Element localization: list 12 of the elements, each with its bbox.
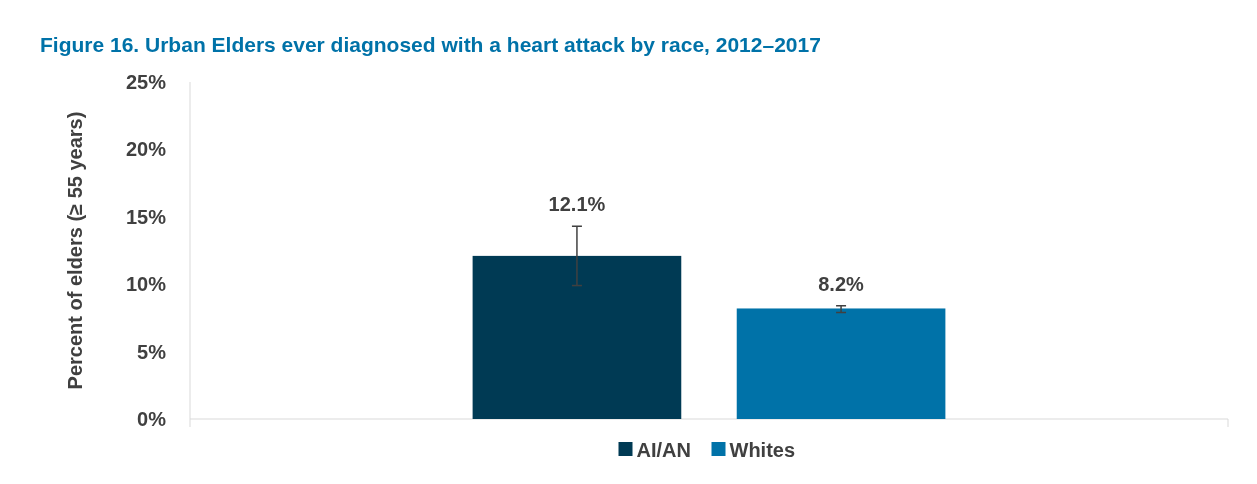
y-tick-label: 5% [137,340,167,363]
chart-title: Figure 16. Urban Elders ever diagnosed with a heart attack by race, 2012–2017 [40,33,821,56]
y-tick-label: 0% [137,408,167,430]
y-tick-label: 25% [125,71,167,93]
y-tick-label: 10% [125,273,167,296]
y-tick-label: 15% [125,205,167,228]
y-axis-title: Percent of elders (≥ 55 years) [64,111,86,390]
data-label: 8.2% [818,272,865,295]
y-tick-label: 20% [125,138,167,161]
legend-label: Whites [729,439,796,461]
legend-label: AI/AN [636,439,691,461]
data-label: 12.1% [548,193,606,216]
